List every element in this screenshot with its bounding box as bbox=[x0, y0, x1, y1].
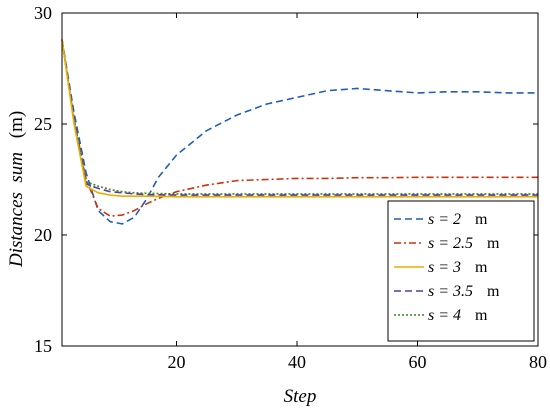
series-layer bbox=[61, 39, 538, 225]
series-line-1 bbox=[61, 39, 538, 225]
legend-box bbox=[387, 200, 535, 342]
legend-label: s = 3.5 m bbox=[428, 283, 500, 300]
y-tick-label: 30 bbox=[34, 3, 52, 23]
y-axis-unit: (m) bbox=[6, 111, 27, 138]
series-line-5 bbox=[61, 39, 538, 195]
x-tick-label: 60 bbox=[408, 352, 426, 372]
legend-label: s = 2.5 m bbox=[428, 235, 500, 252]
x-tick-label: 80 bbox=[529, 352, 547, 372]
x-tick-label: 40 bbox=[288, 352, 306, 372]
y-tick-label: 20 bbox=[34, 225, 52, 245]
series-line-4 bbox=[61, 39, 538, 196]
y-tick-label: 25 bbox=[34, 114, 52, 134]
y-axis-title: Distances sum bbox=[6, 152, 27, 268]
tick-labels-layer: 20 40 60 80 15 20 25 30 bbox=[34, 3, 547, 372]
series-line-3 bbox=[61, 39, 538, 198]
x-axis-title: Step bbox=[284, 386, 317, 407]
series-line-2 bbox=[61, 39, 538, 217]
y-tick-label: 15 bbox=[34, 336, 52, 356]
y-axis-title-group: Distances sum (m) bbox=[6, 111, 27, 268]
x-tick-label: 20 bbox=[167, 352, 185, 372]
plot-frame bbox=[61, 12, 539, 347]
